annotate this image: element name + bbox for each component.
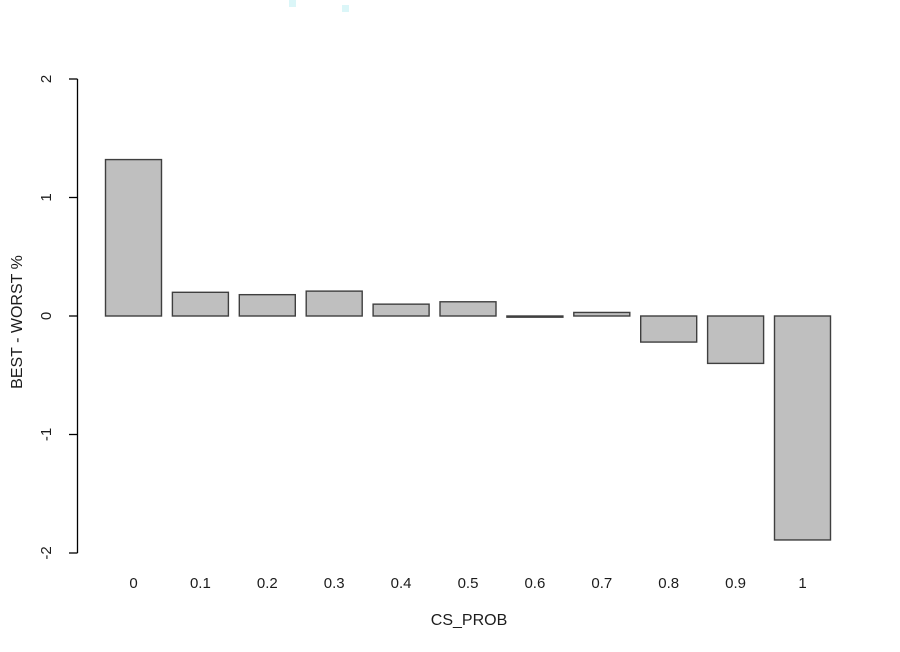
- bar-0.4: [372, 303, 430, 317]
- y-tick-label: 1: [38, 193, 55, 201]
- x-axis-title: CS_PROB: [431, 612, 507, 629]
- bar-0.3: [305, 290, 363, 317]
- x-tick-label: 1: [798, 575, 806, 592]
- bar-0: [104, 158, 163, 317]
- artifact-speck: [342, 5, 349, 12]
- artifact-speck: [289, 0, 296, 7]
- x-tick-label: 0.7: [591, 575, 612, 592]
- x-tick-label: 0.8: [658, 575, 679, 592]
- x-tick-label: 0.9: [725, 575, 746, 592]
- bar-1: [773, 315, 832, 541]
- y-tick-label: 2: [38, 75, 55, 83]
- y-tick-label: -2: [38, 546, 55, 559]
- bar-0.9: [706, 315, 765, 365]
- bar-0.8: [640, 315, 698, 343]
- bar-0.1: [171, 291, 230, 317]
- bar-0.2: [238, 293, 297, 317]
- bar-0.6: [506, 315, 564, 318]
- x-tick-label: 0: [129, 575, 137, 592]
- x-tick-label: 0.6: [524, 575, 545, 592]
- x-tick-label: 0.4: [391, 575, 412, 592]
- x-tick-label: 0.2: [257, 575, 278, 592]
- bar-0.7: [573, 311, 631, 317]
- y-axis-title: BEST - WORST %: [9, 255, 26, 389]
- x-tick-label: 0.1: [190, 575, 211, 592]
- y-tick-label: 0: [38, 312, 55, 320]
- x-tick-label: 0.5: [458, 575, 479, 592]
- bar-0.5: [439, 301, 497, 317]
- y-tick-label: -1: [38, 428, 55, 441]
- x-tick-label: 0.3: [324, 575, 345, 592]
